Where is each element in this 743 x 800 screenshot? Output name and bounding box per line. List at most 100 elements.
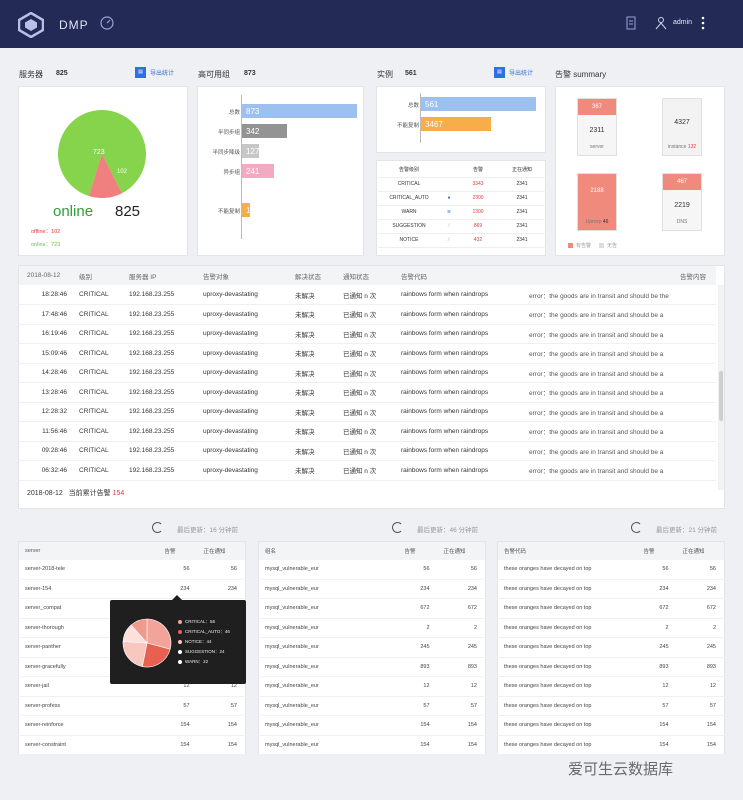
table-row[interactable]: mysql_vulnerable_eur 57 57 — [258, 696, 486, 716]
table-row[interactable]: these oranges have decayed on top 57 57 — [497, 696, 725, 716]
brand-name: DMP — [59, 18, 89, 32]
alert-scrollbar[interactable] — [718, 285, 724, 490]
refresh-icon[interactable] — [392, 522, 403, 533]
instance-export-button[interactable]: ▤ 导出统计 — [494, 66, 533, 78]
tooltip-pie-slice — [122, 641, 148, 667]
table-row[interactable]: these oranges have decayed on top 154 154 — [497, 735, 725, 755]
table-row[interactable]: mysql_vulnerable_eur 893 893 — [258, 657, 486, 677]
table-row[interactable]: mysql_vulnerable_eur 56 56 — [258, 559, 486, 580]
table-row[interactable]: CRITICAL_AUTO ● 2300 2341 — [378, 191, 546, 206]
offline-stat: offline：102 — [31, 229, 61, 235]
alert-row[interactable]: 16:19:46 CRITICAL 192.168.23.255 uproxy-dev… — [19, 324, 716, 344]
document-icon[interactable] — [624, 16, 638, 30]
col-target[interactable]: 告警对象 — [199, 266, 291, 285]
summary-card-instance[interactable]: 4327 — [662, 98, 702, 156]
table-row[interactable]: these oranges have decayed on top 12 12 — [497, 676, 725, 697]
scroll-thumb[interactable] — [719, 371, 723, 421]
table-row[interactable]: server-reinforce 154 154 — [18, 715, 246, 736]
group-alert-table: 组名 告警 正在通知 mysql_vulnerable_eur 56 56 mysql_vu… — [258, 541, 486, 755]
table-row[interactable]: mysql_vulnerable_eur 672 672 — [258, 598, 486, 619]
table-row[interactable]: server-constraint 154 154 — [18, 735, 246, 755]
tooltip-pie-slice — [141, 642, 171, 668]
alert-row[interactable]: 06:32:46 CRITICAL 192.168.23.255 uproxy-dev… — [19, 460, 716, 481]
alert-row[interactable]: 12:28:32 CRITICAL 192.168.23.255 uproxy-dev… — [19, 402, 716, 422]
table-row[interactable]: mysql_vulnerable_eur 234 234 — [258, 579, 486, 599]
table-row[interactable]: these oranges have decayed on top 234 234 — [497, 579, 725, 599]
bar-2[interactable]: 127 — [242, 144, 259, 158]
dashboard-icon[interactable] — [100, 16, 114, 30]
col-level[interactable]: 级别 — [75, 266, 125, 285]
bar-0[interactable]: 561 — [421, 97, 536, 111]
alert-row[interactable]: 17:48:46 CRITICAL 192.168.23.255 uproxy-dev… — [19, 304, 716, 325]
pie-slice-online[interactable] — [58, 110, 146, 196]
col-level: 告警级别 — [378, 163, 440, 178]
bar-1[interactable]: 342 — [242, 124, 288, 138]
legend-swatch-none — [599, 243, 605, 248]
alert-row[interactable]: 11:56:46 CRITICAL 192.168.23.255 uproxy-dev… — [19, 421, 716, 442]
user-icon[interactable] — [654, 16, 668, 30]
summary-label-uproxy: Uproxy 46 — [585, 219, 609, 225]
table-row[interactable]: these oranges have decayed on top 893 893 — [497, 657, 725, 677]
pie-label-offline: 102 — [117, 169, 128, 175]
summary-card-dns[interactable]: 467 2219 — [662, 173, 702, 231]
alert-pie-tooltip: CRITICAL：56 CRITICAL_AUTO：46 NOTICE：44 SUGG… — [110, 595, 246, 684]
dmp-logo-icon[interactable] — [18, 12, 44, 38]
col-header[interactable]: 正在通知 — [437, 541, 486, 560]
wave-icon: ≋ — [440, 205, 458, 220]
table-row[interactable]: NOTICE ⁄ 432 2341 — [378, 233, 546, 248]
col-header[interactable]: 告警代码 — [497, 541, 638, 560]
watermark: 爱可生云数据库 — [568, 761, 674, 778]
alert-row[interactable]: 15:09:46 CRITICAL 192.168.23.255 uproxy-dev… — [19, 343, 716, 364]
table-row[interactable]: WARN ≋ 1300 2341 — [378, 205, 546, 220]
summary-card-uproxy[interactable]: 2188 — [577, 173, 617, 231]
table-row[interactable]: mysql_vulnerable_eur 12 12 — [258, 676, 486, 697]
col-date[interactable]: 2018-08-12 — [19, 266, 75, 285]
table-row[interactable]: SUGGESTION ⁄ 869 2341 — [378, 219, 546, 234]
summary-label-server: server — [590, 144, 604, 150]
col-code[interactable]: 告警代码 — [397, 266, 525, 285]
table-row[interactable]: CRITICAL 3343 2341 — [378, 177, 546, 192]
col-content[interactable]: 告警内容 — [525, 266, 716, 285]
table-row[interactable]: these oranges have decayed on top 245 245 — [497, 637, 725, 658]
bar-0[interactable]: 873 — [242, 104, 357, 118]
col-header[interactable]: 组名 — [258, 541, 399, 560]
user-name[interactable]: admin — [673, 19, 693, 26]
col-header[interactable]: 告警 — [398, 541, 438, 560]
table-row[interactable]: mysql_vulnerable_eur 2 2 — [258, 618, 486, 638]
bar-3[interactable]: 241 — [242, 164, 274, 178]
alert-row[interactable]: 18:28:46 CRITICAL 192.168.23.255 uproxy-dev… — [19, 285, 716, 305]
table-row[interactable]: mysql_vulnerable_eur 154 154 — [258, 715, 486, 736]
table-row[interactable]: these oranges have decayed on top 56 56 — [497, 559, 725, 580]
muted-icon: ⁄ — [440, 219, 458, 234]
summary-card-server[interactable]: 367 2311 — [577, 98, 617, 156]
col-header[interactable]: server — [18, 541, 159, 560]
refresh-time-2: 最后更新：46 分钟前 — [417, 527, 479, 534]
alert-row[interactable]: 13:28:46 CRITICAL 192.168.23.255 uproxy-dev… — [19, 382, 716, 403]
table-row[interactable]: mysql_vulnerable_eur 154 154 — [258, 735, 486, 755]
col-header[interactable]: 正在通知 — [676, 541, 725, 560]
table-row[interactable]: these oranges have decayed on top 672 672 — [497, 598, 725, 619]
more-menu-icon[interactable] — [699, 16, 707, 30]
server-export-button[interactable]: ▤ 导出统计 — [135, 66, 174, 78]
table-row[interactable]: server-154 234 234 — [18, 579, 246, 599]
col-resolve[interactable]: 解决状态 — [291, 266, 339, 285]
col-notify[interactable]: 通知状态 — [339, 266, 397, 285]
pie-slice-offline[interactable] — [88, 154, 122, 198]
col-header[interactable]: 告警 — [158, 541, 198, 560]
col-header[interactable]: 正在通知 — [197, 541, 246, 560]
table-row[interactable]: mysql_vulnerable_eur 245 245 — [258, 637, 486, 658]
table-row[interactable]: server-2018-tele 56 56 — [18, 559, 246, 580]
col-server-ip[interactable]: 服务器 IP — [125, 266, 199, 285]
table-row[interactable]: server-profess 57 57 — [18, 696, 246, 716]
bar-4[interactable]: 13 — [242, 203, 255, 217]
col-header[interactable]: 告警 — [637, 541, 677, 560]
refresh-icon[interactable] — [631, 522, 642, 533]
muted-icon: ⁄ — [440, 233, 458, 248]
table-row[interactable]: these oranges have decayed on top 154 154 — [497, 715, 725, 736]
alert-row[interactable]: 09:28:46 CRITICAL 192.168.23.255 uproxy-dev… — [19, 441, 716, 461]
alert-row[interactable]: 14:28:46 CRITICAL 192.168.23.255 uproxy-dev… — [19, 363, 716, 383]
refresh-icon[interactable] — [152, 522, 163, 533]
table-row[interactable]: these oranges have decayed on top 2 2 — [497, 618, 725, 638]
bar-1[interactable]: 3467 — [421, 117, 491, 131]
server-pie-chart[interactable]: 723 102 — [57, 109, 147, 199]
